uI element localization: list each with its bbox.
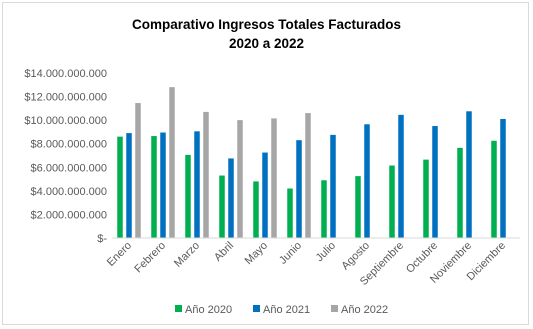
bar-ano-2020-junio (287, 188, 293, 238)
bar-ano-2020-julio (321, 180, 327, 238)
y-tick-label: $12.000.000.000 (24, 92, 107, 104)
x-tick-label: Enero (105, 240, 134, 269)
bar-ano-2022-marzo (203, 111, 209, 238)
bar-ano-2021-agosto (364, 124, 370, 238)
bar-ano-2022-abril (237, 120, 243, 238)
bar-ano-2020-diciembre (491, 140, 497, 238)
x-tick-label: Abril (212, 240, 236, 264)
legend-label: Año 2020 (185, 304, 232, 316)
legend-swatch (175, 305, 182, 312)
bar-ano-2020-mayo (253, 181, 259, 238)
legend-label: Año 2022 (341, 304, 388, 316)
bar-ano-2021-abril (228, 158, 234, 238)
bar-ano-2020-febrero (151, 136, 157, 238)
bar-ano-2021-junio (296, 140, 302, 238)
legend: Año 2020 Año 2021 Año 2022 (175, 304, 388, 316)
bar-ano-2020-noviembre (457, 147, 463, 238)
y-tick-label: $4.000.000.000 (31, 186, 107, 198)
y-tick-label: $6.000.000.000 (31, 162, 107, 174)
x-tick-label: Mayo (243, 240, 271, 268)
x-tick-label: Febrero (132, 240, 168, 276)
bar-ano-2020-octubre (423, 159, 429, 238)
legend-label: Año 2021 (263, 304, 310, 316)
bar-ano-2020-marzo (185, 154, 191, 238)
bar-ano-2021-diciembre (500, 118, 506, 238)
bar-ano-2020-agosto (355, 176, 361, 238)
x-tick-label: Julio (314, 240, 338, 264)
y-tick-label: $- (97, 233, 107, 245)
bar-ano-2020-enero (117, 136, 123, 238)
bar-ano-2022-junio (305, 113, 311, 238)
x-tick-label: Junio (277, 240, 304, 267)
bar-ano-2020-septiembre (389, 165, 395, 238)
y-tick-label: $10.000.000.000 (24, 115, 107, 127)
bar-ano-2022-mayo (271, 118, 277, 238)
y-tick-label: $8.000.000.000 (31, 139, 107, 151)
bars (117, 87, 506, 239)
y-tick-label: $2.000.000.000 (31, 209, 107, 221)
x-tick-label: Marzo (172, 240, 202, 270)
bar-ano-2022-enero (135, 103, 141, 238)
bar-ano-2021-septiembre (398, 114, 404, 238)
bar-ano-2021-enero (126, 133, 132, 238)
bar-ano-2020-abril (219, 175, 225, 238)
y-axis: $- $2.000.000.000 $4.000.000.000 $6.000.000… (24, 68, 107, 245)
bar-ano-2022-febrero (169, 87, 175, 239)
legend-swatch (253, 305, 260, 312)
y-tick-label: $14.000.000.000 (24, 68, 107, 80)
bar-ano-2021-marzo (194, 131, 200, 238)
chart-subtitle: 2020 a 2022 (228, 36, 305, 51)
bar-ano-2021-noviembre (466, 111, 472, 238)
legend-swatch (331, 305, 338, 312)
bar-ano-2021-octubre (432, 126, 438, 238)
bar-ano-2021-julio (330, 134, 336, 238)
chart-title: Comparativo Ingresos Totales Facturados (131, 17, 402, 32)
bar-ano-2021-febrero (160, 132, 166, 238)
bar-ano-2021-mayo (262, 152, 268, 238)
x-tick-label: Agosto (339, 240, 372, 273)
